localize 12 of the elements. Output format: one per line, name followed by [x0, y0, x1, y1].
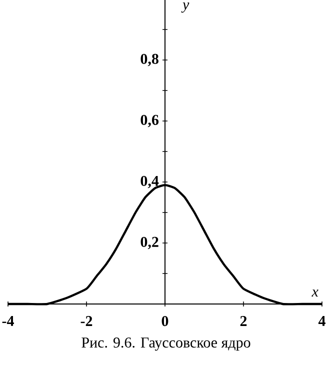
x-tick-label: 0: [162, 316, 168, 326]
x-tick-label: -2: [80, 316, 92, 326]
text: Рис. 9.6. Гауссовское ядро: [82, 338, 250, 351]
x-tick-label: 2: [240, 316, 247, 326]
x-tick-label: -4: [2, 316, 14, 326]
x-tick-label: 4: [318, 316, 326, 326]
y-axis-title: y: [181, 2, 190, 13]
x-axis-title: x: [312, 290, 318, 296]
y-tick-label: 0,2: [140, 236, 158, 250]
y-tick-label: 0,4: [140, 176, 159, 188]
y-tick-label: 0,6: [140, 114, 159, 128]
y-tick-label: 0,8: [140, 54, 158, 66]
